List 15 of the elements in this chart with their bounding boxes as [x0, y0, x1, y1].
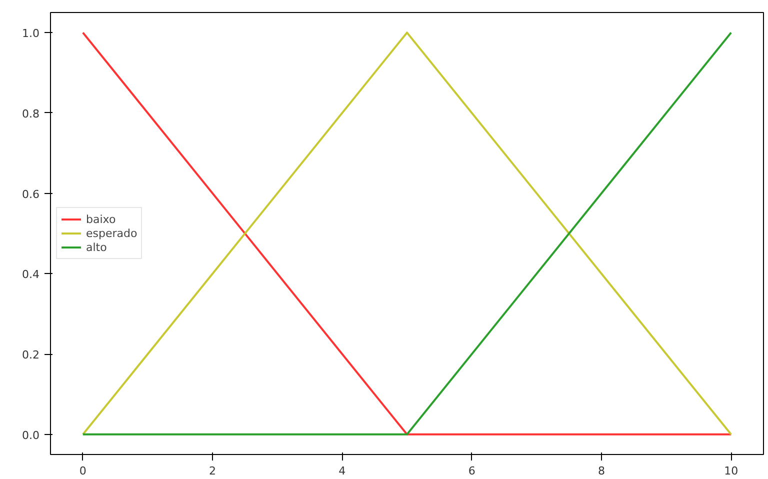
- y-tick-label: 0.6: [22, 188, 40, 201]
- legend-label: baixo: [86, 212, 116, 226]
- y-tick-label: 0.4: [22, 268, 40, 282]
- y-tick-label: 0.8: [22, 107, 40, 120]
- y-tick-label: 0.0: [22, 428, 40, 442]
- x-tick-label: 2: [209, 464, 216, 478]
- legend-label: alto: [86, 240, 107, 254]
- x-tick-label: 6: [468, 464, 476, 478]
- y-tick-label: 1.0: [22, 27, 40, 40]
- x-tick-label: 10: [724, 464, 738, 478]
- x-tick-label: 0: [79, 464, 86, 478]
- legend-label: esperado: [86, 226, 138, 240]
- x-tick-label: 8: [598, 464, 605, 478]
- x-tick-label: 4: [338, 464, 346, 478]
- y-tick-label: 0.2: [22, 348, 40, 362]
